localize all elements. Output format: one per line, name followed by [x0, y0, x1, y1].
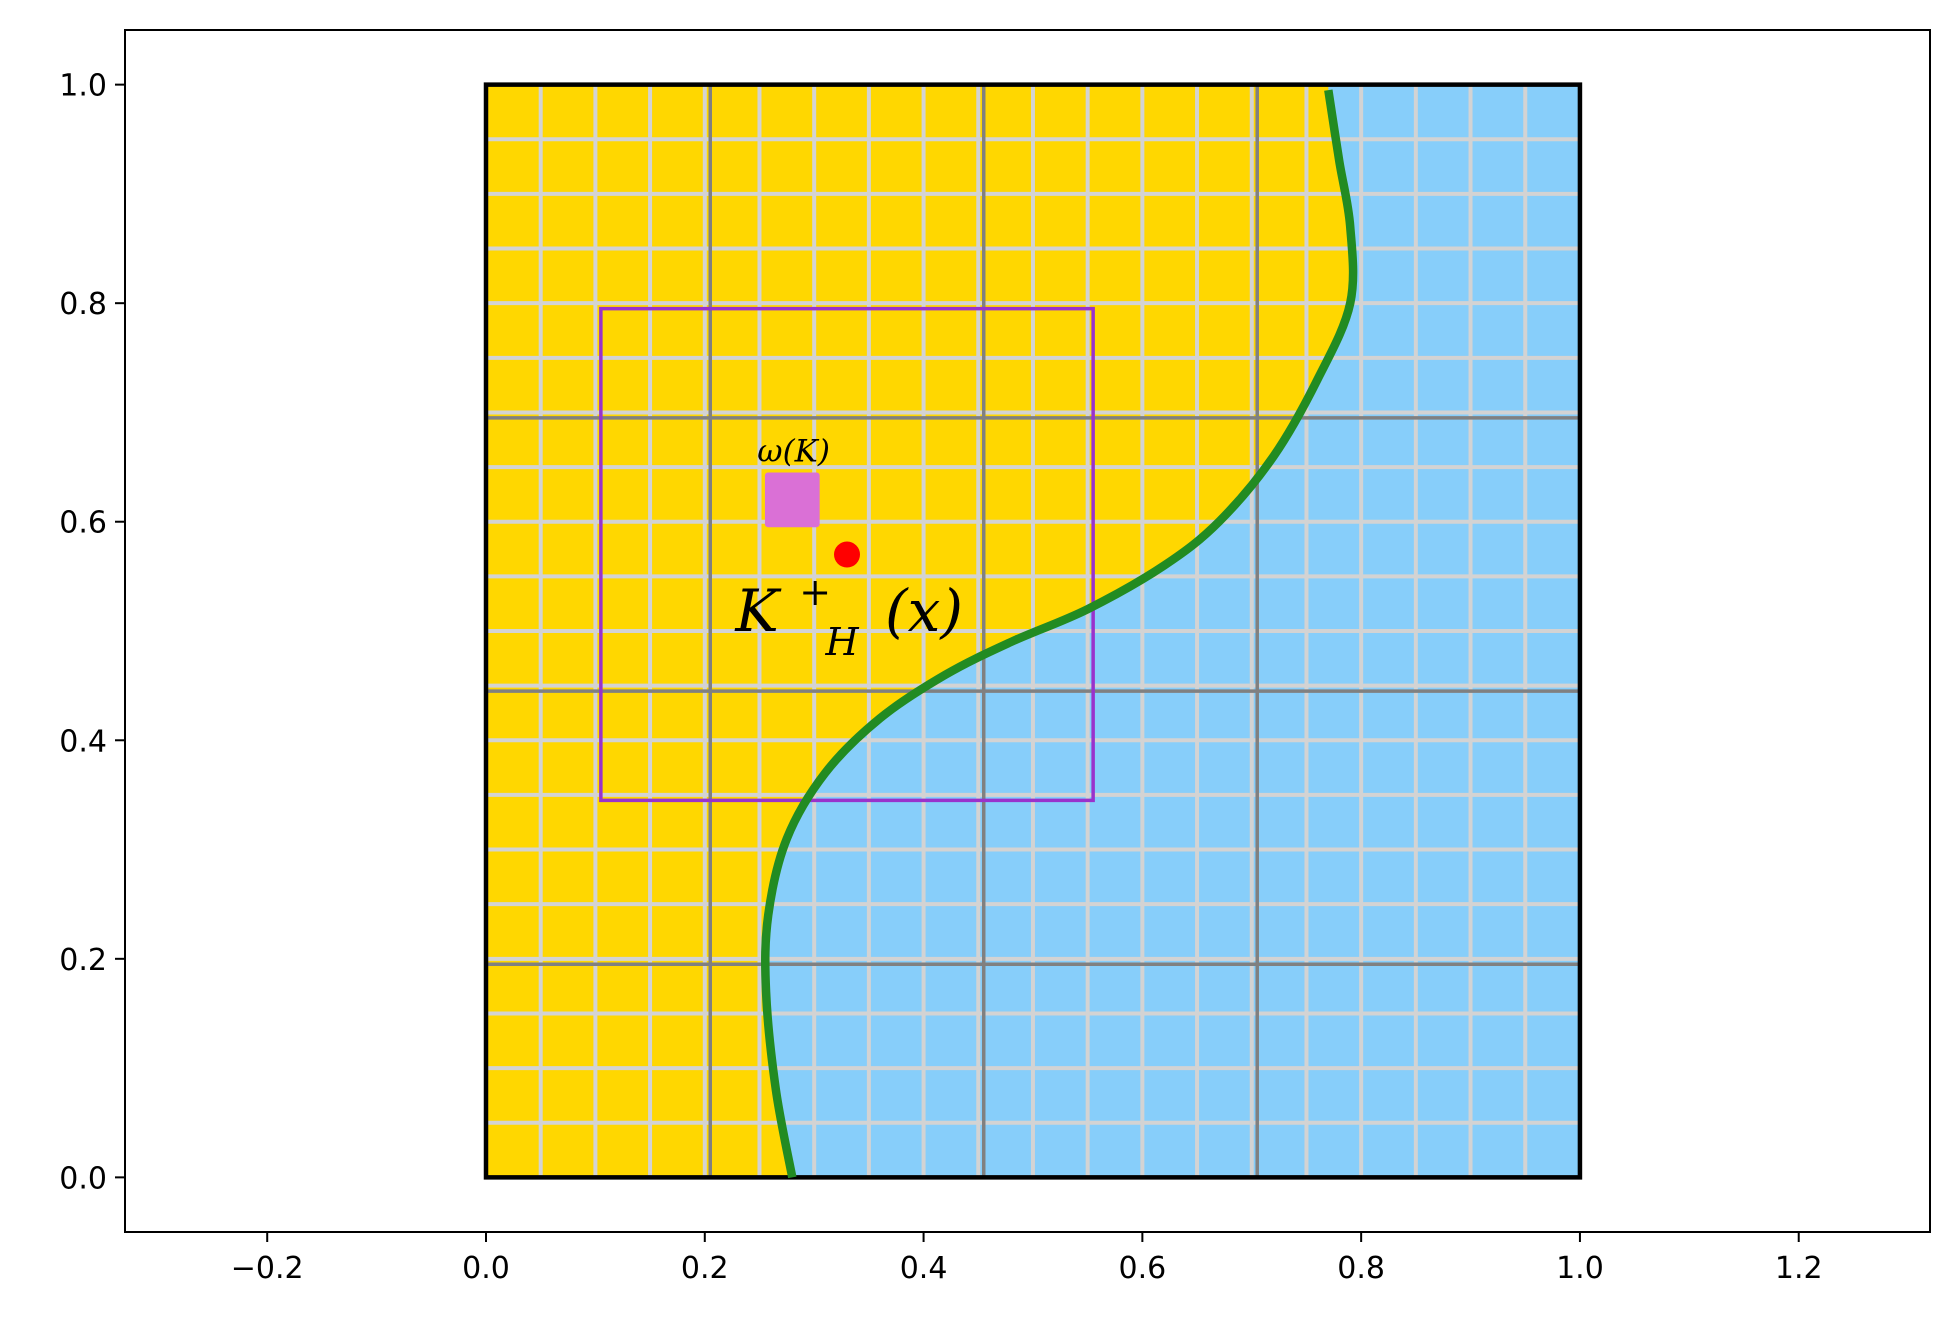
- y-tick-label: 0.0: [59, 1161, 107, 1196]
- patch-box: [599, 306, 1095, 803]
- x-tick-label: 1.0: [1556, 1251, 1604, 1286]
- annotation-shapes: [599, 306, 1095, 803]
- x-tick-label: 0.0: [462, 1251, 510, 1286]
- y-tick-label: 0.4: [59, 724, 107, 759]
- coarse-grid: [486, 84, 1580, 1178]
- k-arg: (x): [885, 577, 963, 645]
- omega-k-label: ω(K): [757, 434, 830, 470]
- interface-layer: [761, 89, 1358, 1179]
- axes: −0.2 0.0 0.2 0.4 0.6 0.8 1.0 1.2 0.0 0.2 0.4 0.6 0.8…: [59, 29, 1931, 1286]
- x-tick-label: 0.2: [681, 1251, 729, 1286]
- k-sup: +: [799, 570, 831, 614]
- x-tick-label: 1.2: [1775, 1251, 1823, 1286]
- k-sub: H: [824, 620, 859, 664]
- y-tick-label: 1.0: [59, 69, 107, 104]
- y-tick-label: 0.6: [59, 506, 107, 541]
- domain-border: [483, 82, 1583, 1180]
- omega-k-square: [764, 472, 820, 528]
- domain-square-border: [483, 82, 1583, 1180]
- x-tick-label: 0.6: [1119, 1251, 1167, 1286]
- k-h-plus-label: K + H (x): [734, 551, 963, 669]
- x-tick-label: 0.4: [900, 1251, 948, 1286]
- x-tick-label: 0.8: [1337, 1251, 1385, 1286]
- point-x-marker: [834, 541, 860, 568]
- y-tick-label: 0.8: [59, 287, 107, 322]
- y-tick-label: 0.2: [59, 943, 107, 978]
- k-base: K: [734, 577, 782, 645]
- interface-curve: [761, 89, 1358, 1179]
- axes-frame: [124, 29, 1931, 1233]
- annotation-text: ω(K) K + H (x): [734, 434, 963, 669]
- x-tick-label: −0.2: [231, 1251, 304, 1286]
